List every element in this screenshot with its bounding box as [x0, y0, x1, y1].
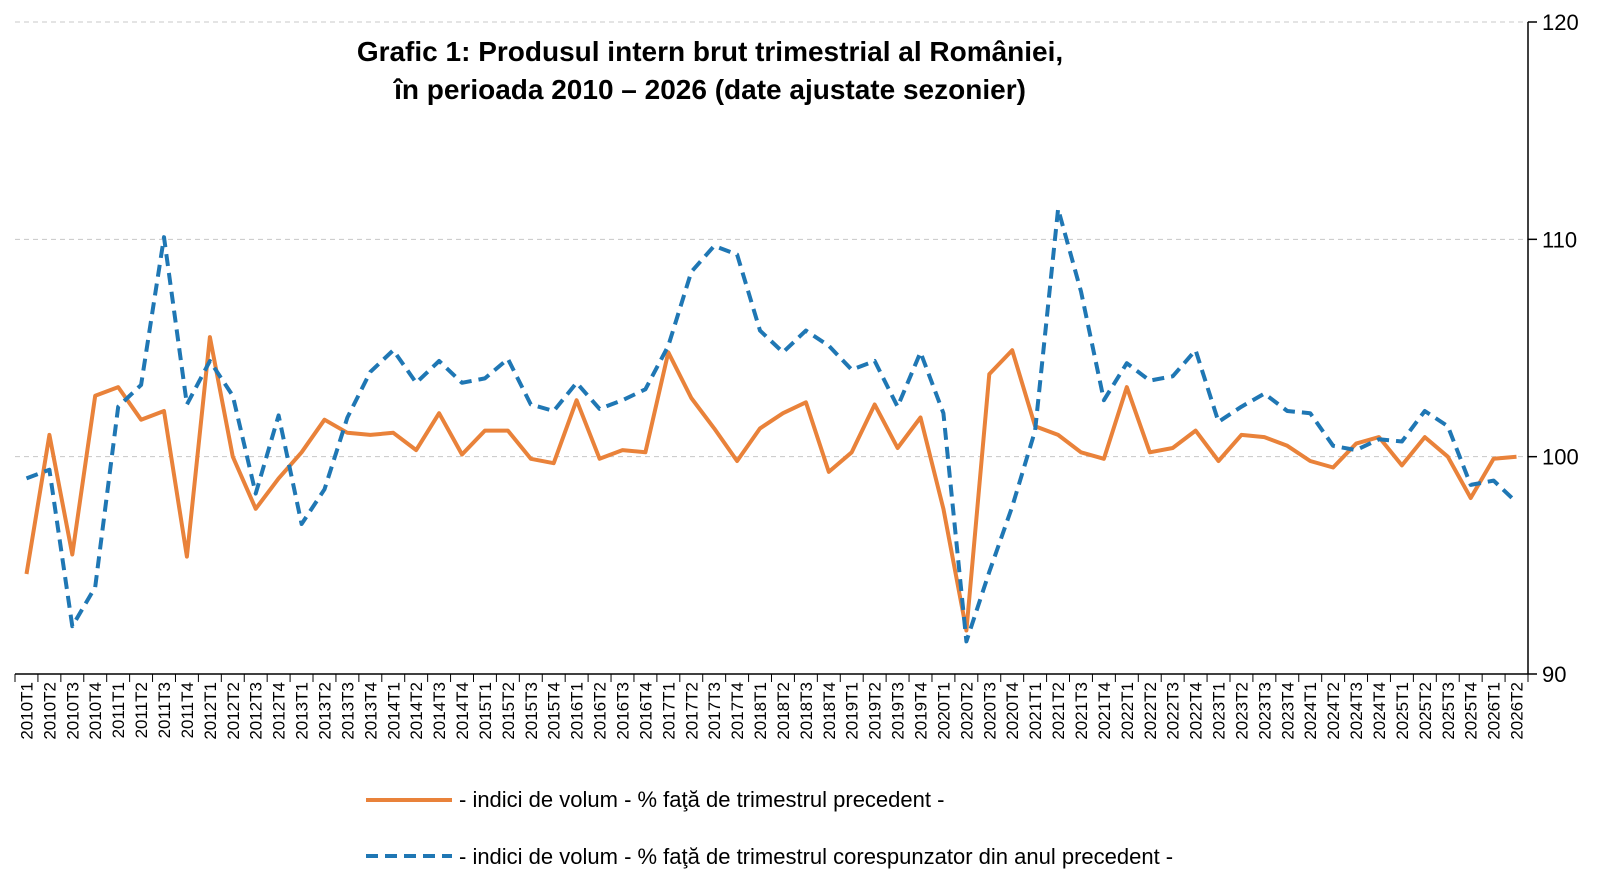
- chart-title: Grafic 1: Produsul intern brut trimestri…: [357, 36, 1063, 67]
- x-tick-label: 2011T3: [155, 682, 174, 738]
- x-tick-label: 2024T2: [1324, 682, 1343, 740]
- x-tick-label: 2012T4: [270, 682, 289, 740]
- x-tick-label: 2021T2: [1049, 682, 1068, 740]
- x-tick-label: 2021T1: [1026, 682, 1045, 740]
- y-tick-label: 90: [1542, 662, 1566, 687]
- x-tick-label: 2022T1: [1118, 682, 1137, 740]
- x-tick-label: 2025T4: [1462, 682, 1481, 740]
- series-lines: [24, 206, 1518, 644]
- x-tick-label: 2017T2: [682, 682, 701, 740]
- x-tick-label: 2011T2: [132, 682, 151, 738]
- x-tick-label: 2018T3: [797, 682, 816, 740]
- x-tick-label: 2010T2: [40, 682, 59, 740]
- x-tick-label: 2012T3: [247, 682, 266, 740]
- x-tick-label: 2015T1: [476, 682, 495, 740]
- x-tick-label: 2017T3: [705, 682, 724, 740]
- series-line-yoy: [25, 206, 1518, 644]
- x-tick-label: 2016T2: [591, 682, 610, 740]
- x-tick-label: 2020T3: [980, 682, 999, 740]
- x-tick-label: 2016T1: [568, 682, 587, 740]
- x-tick-label: 2020T4: [1003, 682, 1022, 740]
- x-tick-label: 2012T1: [201, 682, 220, 740]
- x-axis-ticks: 2010T1 2010T2 2010T3 2010T4 2011T1 2011T2 2011…: [14, 674, 1529, 740]
- chart-subtitle: în perioada 2010 – 2026 (date ajustate s…: [392, 74, 1026, 105]
- x-tick-label: 2025T2: [1416, 682, 1435, 740]
- x-tick-label: 2014T3: [430, 682, 449, 740]
- x-tick-label: 2025T3: [1439, 682, 1458, 740]
- x-tick-label: 2011T1: [109, 682, 128, 738]
- x-tick-label: 2014T2: [407, 682, 426, 740]
- x-tick-label: 2013T1: [293, 682, 312, 740]
- x-tick-label: 2013T4: [361, 682, 380, 740]
- x-tick-label: 2010T4: [86, 682, 105, 740]
- x-tick-label: 2015T2: [499, 682, 518, 740]
- x-tick-label: 2023T2: [1232, 682, 1251, 740]
- y-tick-label: 100: [1542, 445, 1579, 470]
- x-tick-label: 2013T2: [315, 682, 334, 740]
- x-tick-label: 2019T1: [843, 682, 862, 740]
- x-tick-label: 2018T4: [820, 682, 839, 740]
- x-tick-label: 2019T2: [866, 682, 885, 740]
- x-tick-label: 2023T1: [1210, 682, 1229, 740]
- series-line-qoq: [24, 335, 1517, 633]
- x-tick-label: 2010T1: [17, 682, 36, 740]
- x-tick-label: 2016T4: [636, 682, 655, 740]
- axes: [15, 22, 1529, 675]
- legend-label-qoq: - indici de volum - % faţă de trimestrul…: [459, 787, 944, 812]
- x-tick-label: 2026T2: [1508, 682, 1527, 740]
- x-tick-label: 2021T3: [1072, 682, 1091, 740]
- x-tick-label: 2020T1: [934, 682, 953, 740]
- x-tick-label: 2021T4: [1095, 682, 1114, 740]
- x-tick-label: 2024T3: [1347, 682, 1366, 740]
- x-tick-label: 2022T4: [1187, 682, 1206, 740]
- legend: - indici de volum - % faţă de trimestrul…: [366, 787, 1173, 869]
- legend-label-yoy: - indici de volum - % faţă de trimestrul…: [459, 844, 1173, 869]
- x-tick-label: 2018T2: [774, 682, 793, 740]
- y-axis-ticks: 90 100 110 120: [1528, 10, 1579, 687]
- x-tick-label: 2024T4: [1370, 682, 1389, 740]
- x-tick-label: 2022T3: [1164, 682, 1183, 740]
- x-tick-label: 2011T4: [178, 682, 197, 738]
- x-tick-label: 2010T3: [63, 682, 82, 740]
- x-tick-label: 2014T4: [453, 682, 472, 740]
- y-tick-label: 110: [1542, 227, 1577, 252]
- y-tick-label: 120: [1542, 10, 1579, 35]
- x-tick-label: 2014T1: [384, 682, 403, 740]
- x-tick-label: 2024T1: [1301, 682, 1320, 740]
- x-tick-label: 2015T3: [522, 682, 541, 740]
- x-tick-label: 2023T4: [1278, 682, 1297, 740]
- x-tick-label: 2023T3: [1255, 682, 1274, 740]
- x-tick-label: 2012T2: [224, 682, 243, 740]
- x-tick-label: 2019T3: [889, 682, 908, 740]
- x-tick-label: 2016T3: [613, 682, 632, 740]
- x-tick-label: 2019T4: [912, 682, 931, 740]
- x-tick-label: 2017T4: [728, 682, 747, 740]
- x-tick-label: 2020T2: [957, 682, 976, 740]
- x-tick-label: 2022T2: [1141, 682, 1160, 740]
- x-tick-label: 2026T1: [1485, 682, 1504, 740]
- x-tick-label: 2017T1: [659, 682, 678, 740]
- x-tick-label: 2013T3: [338, 682, 357, 740]
- x-tick-label: 2015T4: [545, 682, 564, 740]
- x-tick-label: 2025T1: [1393, 682, 1412, 740]
- x-tick-label: 2018T1: [751, 682, 770, 740]
